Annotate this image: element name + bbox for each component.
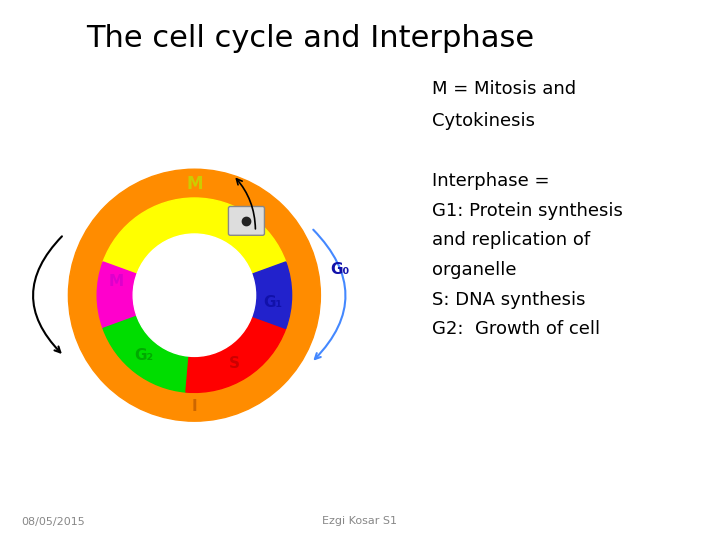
Text: S: S: [228, 356, 240, 372]
Text: G1: Protein synthesis: G1: Protein synthesis: [432, 201, 623, 220]
Text: M: M: [109, 274, 124, 289]
Text: G2:  Growth of cell: G2: Growth of cell: [432, 320, 600, 339]
Wedge shape: [252, 262, 292, 328]
Text: M: M: [186, 174, 202, 193]
Wedge shape: [97, 262, 137, 328]
Text: G₂: G₂: [134, 348, 153, 363]
Text: and replication of: and replication of: [432, 231, 590, 249]
Text: G₁: G₁: [264, 295, 283, 309]
Text: G₀: G₀: [330, 262, 349, 277]
Text: Interphase =: Interphase =: [432, 172, 549, 190]
FancyBboxPatch shape: [228, 206, 264, 235]
Wedge shape: [186, 316, 286, 393]
Wedge shape: [103, 316, 189, 392]
Text: 08/05/2015: 08/05/2015: [22, 516, 86, 526]
Circle shape: [68, 169, 320, 421]
Text: The cell cycle and Interphase: The cell cycle and Interphase: [86, 24, 534, 53]
Text: I: I: [192, 399, 197, 414]
Text: Ezgi Kosar S1: Ezgi Kosar S1: [323, 516, 397, 526]
Text: S: DNA synthesis: S: DNA synthesis: [432, 291, 585, 309]
Wedge shape: [103, 198, 286, 274]
Text: M = Mitosis and: M = Mitosis and: [432, 80, 576, 98]
Circle shape: [133, 234, 256, 356]
Text: Cytokinesis: Cytokinesis: [432, 112, 535, 131]
Text: organelle: organelle: [432, 261, 516, 279]
